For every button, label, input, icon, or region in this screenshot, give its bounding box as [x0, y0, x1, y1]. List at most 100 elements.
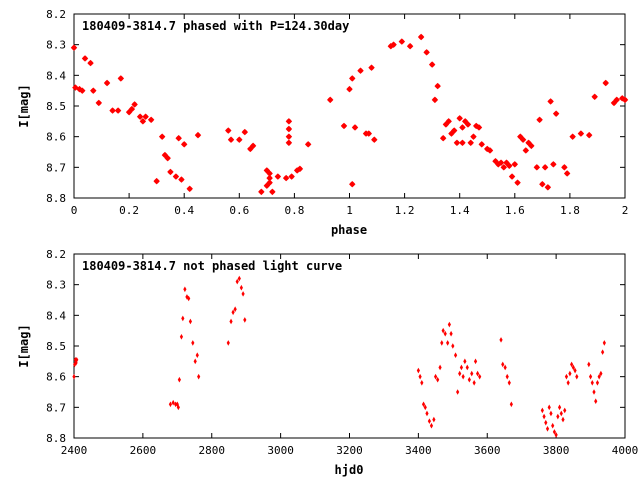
data-point: [590, 380, 594, 386]
data-point: [459, 124, 466, 131]
phased-plot-title: 180409-3814.7 phased with P=124.30day: [82, 19, 349, 33]
unphased-xtick-label: 3800: [543, 444, 570, 457]
data-point: [550, 161, 557, 168]
unphased-xtick-label: 2800: [199, 444, 226, 457]
unphased-ytick-label: 8.4: [46, 309, 66, 322]
data-point: [475, 124, 483, 131]
phased-ytick-label: 8.6: [46, 131, 66, 144]
data-point: [601, 349, 605, 355]
data-point: [467, 376, 471, 383]
data-point: [478, 373, 482, 380]
phased-xtick-label: 0.4: [174, 204, 194, 217]
data-point: [500, 164, 507, 171]
unphased-xtick-label: 3200: [336, 444, 363, 457]
data-point: [266, 174, 273, 182]
data-point: [187, 295, 191, 302]
phased-ytick-label: 8.7: [46, 161, 66, 174]
data-point: [431, 96, 439, 104]
data-point: [158, 133, 166, 140]
data-point: [545, 426, 550, 432]
data-point: [423, 49, 430, 56]
data-point: [227, 136, 235, 143]
data-point: [87, 59, 94, 67]
unphased-xtick-label: 4000: [612, 444, 639, 457]
data-point: [458, 370, 462, 377]
data-point: [226, 340, 230, 346]
data-point: [171, 399, 175, 406]
data-point: [233, 306, 237, 312]
data-point: [508, 173, 516, 180]
data-point: [621, 96, 629, 104]
data-point: [592, 389, 596, 395]
unphased-ytick-label: 8.7: [46, 401, 66, 414]
data-point: [109, 107, 116, 114]
data-point: [541, 164, 549, 171]
data-point: [357, 67, 364, 74]
data-point: [438, 364, 442, 371]
data-point: [585, 131, 593, 139]
data-point: [552, 110, 560, 117]
data-point: [173, 401, 178, 408]
data-point: [544, 184, 552, 191]
data-point: [285, 133, 293, 140]
phased-ytick-label: 8.8: [46, 192, 66, 205]
data-point: [349, 75, 356, 82]
data-point: [587, 361, 591, 368]
data-point: [554, 432, 558, 438]
unphased-xtick-label: 3400: [405, 444, 432, 457]
data-point: [449, 330, 453, 337]
data-point: [351, 124, 359, 131]
data-point: [505, 373, 509, 380]
data-point: [571, 364, 575, 371]
data-point: [511, 161, 518, 168]
data-point: [461, 373, 465, 380]
data-point: [175, 135, 182, 142]
data-point: [131, 101, 138, 108]
data-point: [428, 61, 436, 68]
data-point: [185, 294, 189, 300]
data-point: [243, 317, 247, 323]
phased-plot-xlabel: phase: [331, 223, 367, 237]
data-point: [425, 410, 429, 417]
unphased-plot-title: 180409-3814.7 not phased light curve: [82, 259, 342, 273]
data-point: [231, 309, 235, 316]
data-point: [436, 376, 440, 383]
data-point: [346, 85, 353, 93]
data-point: [433, 373, 438, 380]
data-point: [464, 121, 472, 128]
data-point: [509, 401, 513, 408]
data-point: [103, 79, 111, 87]
data-point: [602, 79, 609, 87]
data-point: [456, 115, 463, 122]
data-point: [390, 41, 397, 48]
data-point: [472, 380, 476, 386]
data-point: [418, 373, 422, 380]
data-point: [569, 133, 576, 140]
phased-plot: 0 0.2 0.4 0.6 0.8 1 1.2 1.4 1.6 1.8 2 8.2 8.3 8.4 8.5 8…: [17, 8, 628, 237]
data-point: [241, 128, 249, 136]
data-point: [467, 139, 474, 146]
unphased-xtick-label: 3000: [267, 444, 294, 457]
data-point: [241, 291, 245, 297]
phased-plot-ticks: 0 0.2 0.4 0.6 0.8 1 1.2 1.4 1.6 1.8 2 8.2 8.3 8.4 8.5 8…: [46, 8, 628, 217]
data-point: [547, 404, 551, 411]
data-point: [447, 321, 451, 328]
data-point: [288, 173, 295, 180]
data-point: [613, 96, 620, 104]
data-point: [147, 116, 155, 123]
unphased-xtick-label: 3600: [474, 444, 501, 457]
data-point: [465, 364, 469, 371]
data-point: [266, 170, 273, 177]
data-point: [181, 141, 188, 148]
data-point: [544, 419, 548, 426]
data-point: [95, 99, 102, 107]
unphased-plot-xlabel: hjd0: [335, 463, 364, 477]
data-point: [282, 174, 290, 182]
phased-xtick-label: 1: [346, 204, 353, 217]
data-point: [556, 413, 560, 420]
data-point: [285, 125, 293, 133]
data-point: [470, 133, 477, 140]
data-point: [73, 361, 77, 368]
data-point: [197, 373, 201, 380]
data-point: [445, 118, 452, 125]
